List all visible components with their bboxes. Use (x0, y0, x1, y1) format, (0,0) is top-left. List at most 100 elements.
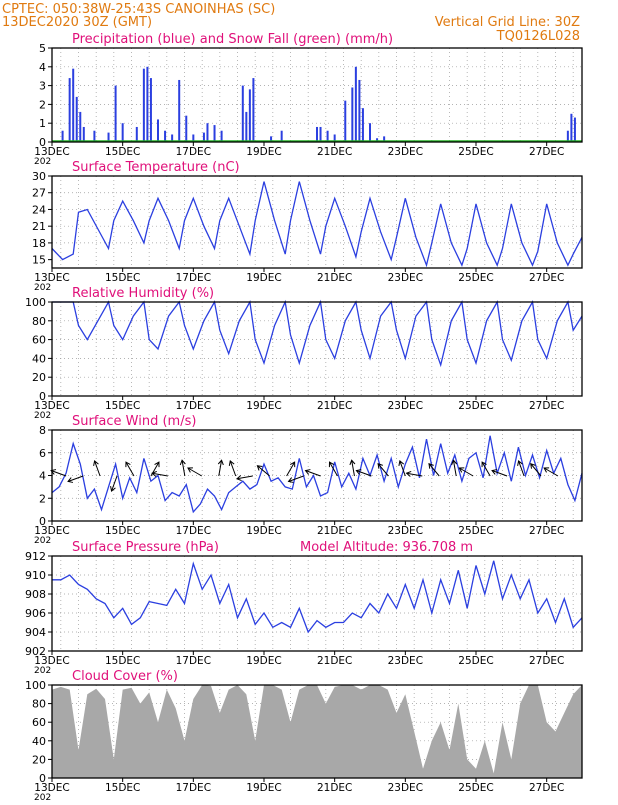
y-tick-label: 100 (25, 679, 46, 692)
x-tick-label: 21DEC (317, 400, 352, 412)
x-tick-label: 15DEC (105, 655, 140, 667)
wind-arrow-head (235, 475, 242, 482)
series-line (52, 560, 583, 634)
y-tick-label: 80 (32, 315, 46, 328)
precip-bar (164, 130, 167, 142)
wind-arrow-head (355, 469, 362, 475)
y-tick-label: 3 (39, 80, 46, 93)
panel-frame (51, 175, 583, 269)
precip-bar (206, 123, 209, 142)
panel-frame (51, 301, 583, 397)
year-label: 202 (34, 283, 51, 293)
wind-arrow (481, 461, 491, 477)
y-tick-label: 1 (39, 117, 46, 130)
wind-arrows (50, 459, 559, 492)
wind-arrow-head (451, 459, 458, 466)
precip-bar (333, 134, 336, 142)
wind-arrow (286, 461, 296, 477)
wind-arrow-head (125, 461, 131, 468)
x-tick-label: 15DEC (105, 272, 140, 284)
y-tick-label: 0 (39, 390, 46, 403)
y-tick-label: 80 (32, 698, 46, 711)
wind-arrow-head (217, 459, 224, 466)
x-tick-label: 19DEC (246, 272, 281, 284)
wind-arrow (491, 470, 508, 477)
series-line (51, 435, 583, 514)
x-tick-label: 27DEC (529, 782, 564, 794)
wind-arrow (257, 465, 270, 477)
wind-arrow-head (93, 460, 99, 466)
y-tick-label: 2 (39, 492, 46, 505)
wind-arrow-head (377, 463, 383, 469)
x-tick-label: 17DEC (176, 400, 211, 412)
y-tick-label: 908 (25, 588, 46, 601)
wind-arrow-head (187, 467, 193, 473)
wind-arrow-head (349, 459, 356, 466)
precip-bar (202, 132, 205, 142)
wind-arrow (181, 460, 186, 477)
y-tick-label: 0 (39, 136, 46, 149)
panel-frame (51, 684, 583, 779)
precip-bar (354, 66, 357, 142)
x-tick-label: 17DEC (176, 146, 211, 158)
wind-arrow (356, 470, 372, 477)
y-tick-label: 30 (32, 170, 46, 183)
x-tick-label: 17DEC (176, 272, 211, 284)
x-tick-label: 25DEC (458, 400, 493, 412)
wind-arrow-head (398, 460, 405, 466)
panel-frame (51, 47, 583, 143)
precip-bar (178, 79, 181, 142)
y-tick-label: 24 (32, 203, 46, 216)
precip-bar (107, 132, 110, 142)
x-tick-label: 15DEC (105, 400, 140, 412)
precip-bar (93, 130, 96, 142)
precip-bar (213, 125, 216, 142)
y-tick-label: 21 (32, 220, 46, 233)
precip-bar (248, 89, 251, 142)
precip-bar (361, 108, 364, 142)
wind-arrow-head (287, 477, 294, 483)
panel-pressure: 902 904 906 908 910 912 13DEC 15DEC 17DEC 19DEC 21… (25, 540, 583, 676)
y-tick-label: 40 (32, 352, 46, 365)
x-tick-label: 27DEC (529, 400, 564, 412)
y-tick-label: 6 (39, 447, 46, 460)
wind-arrow-head (179, 459, 186, 466)
header-model-id: TQ0126L028 (496, 29, 580, 44)
wind-arrow (229, 460, 237, 477)
wind-arrow-head (110, 486, 116, 492)
wind-arrow-head (67, 477, 74, 483)
precip-bar (241, 85, 244, 142)
precip-bar (114, 85, 117, 142)
wind-arrow (543, 467, 559, 477)
y-tick-label: 4 (39, 470, 46, 483)
precip-bar (220, 130, 223, 142)
precip-bar (252, 78, 255, 142)
x-tick-label: 25DEC (458, 782, 493, 794)
precip-bar (135, 126, 138, 142)
panel-wind: 0 2 4 6 8 13DEC 15DEC 17DEC 19DEC 21DEC 23DEC 25DEC… (34, 414, 583, 546)
precip-bar (566, 130, 569, 142)
wind-arrow (50, 470, 67, 477)
header-grid-line: Vertical Grid Line: 30Z (435, 15, 580, 30)
wind-arrow (428, 463, 440, 477)
wind-arrow (187, 467, 203, 477)
year-label: 202 (34, 411, 51, 421)
precip-bar (185, 115, 188, 142)
precip-bar (344, 100, 347, 142)
precip-bar (75, 96, 78, 142)
wind-arrow-head (289, 461, 296, 468)
wind-arrow-head (328, 461, 335, 468)
y-tick-label: 100 (25, 296, 46, 309)
wind-arrow-head (481, 461, 487, 468)
x-tick-label: 25DEC (458, 655, 493, 667)
y-tick-label: 20 (32, 753, 46, 766)
x-tick-label: 27DEC (529, 655, 564, 667)
panel-title: Cloud Cover (%) (72, 669, 178, 684)
series-line (51, 181, 583, 268)
y-tick-label: 904 (25, 626, 46, 639)
y-tick-label: 15 (32, 254, 46, 267)
x-tick-label: 15DEC (105, 525, 140, 537)
wind-arrow-head (543, 467, 550, 473)
precip-bar (383, 136, 386, 142)
precip-bar (369, 123, 371, 142)
